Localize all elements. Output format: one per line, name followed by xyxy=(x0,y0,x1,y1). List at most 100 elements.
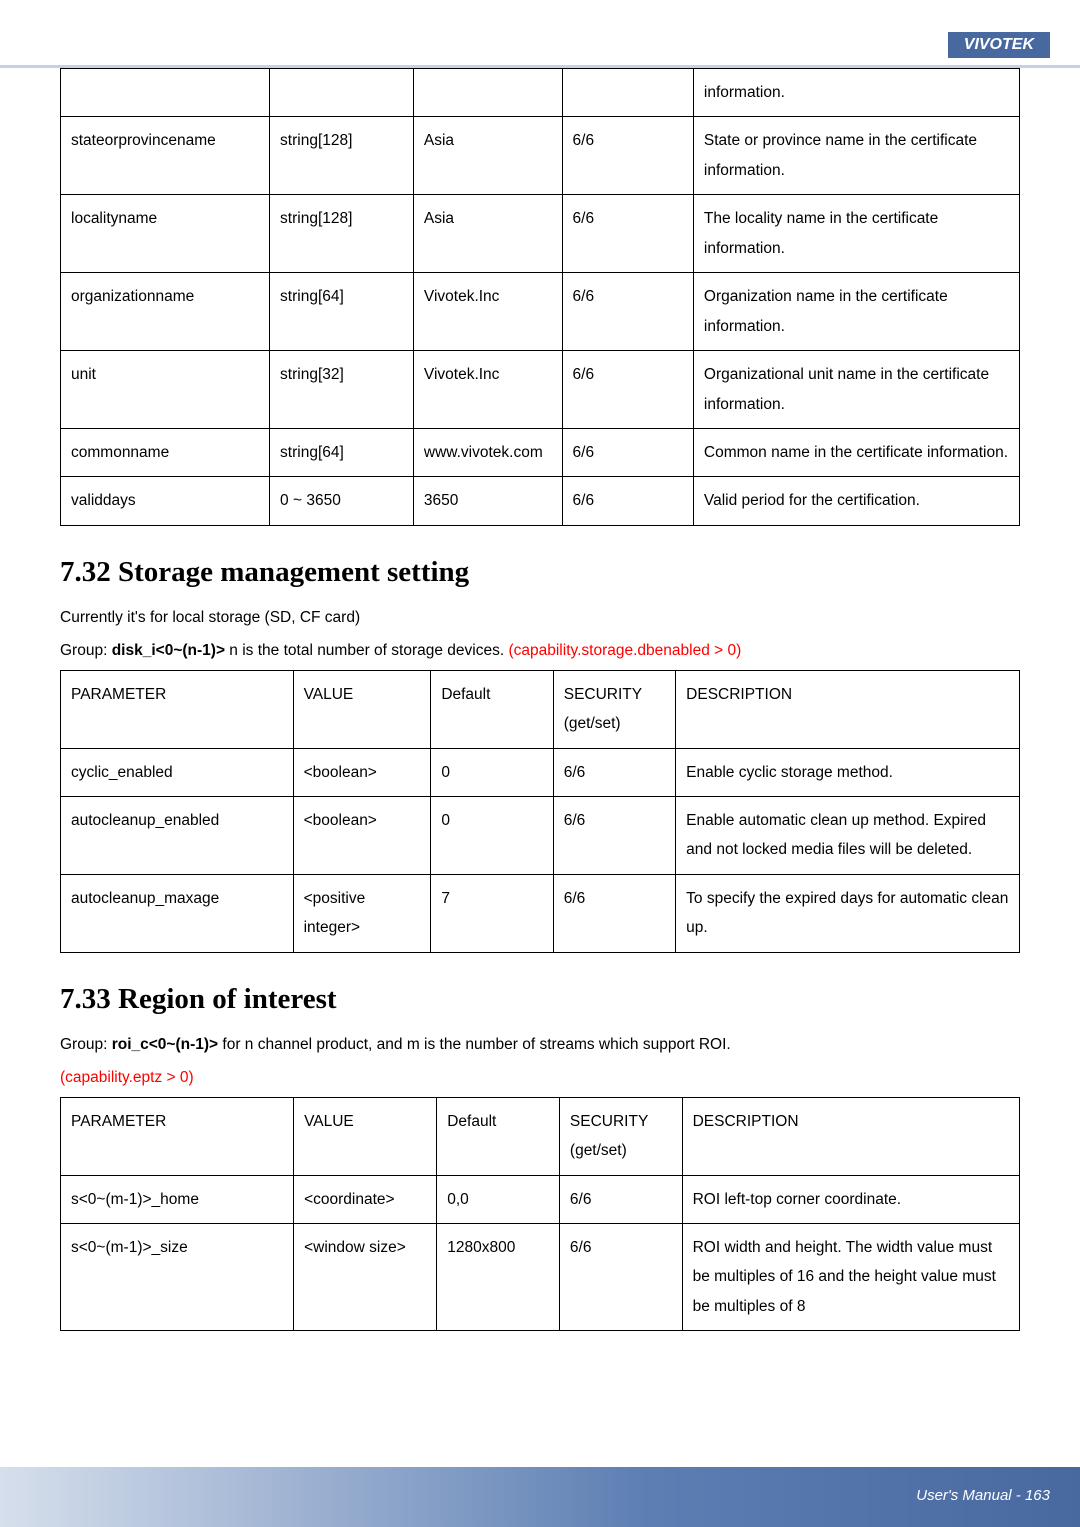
cell: Valid period for the certification. xyxy=(693,477,1019,525)
params-table-cert: information. stateorprovincename string[… xyxy=(60,68,1020,526)
col-header: Default xyxy=(437,1097,560,1175)
cell: www.vivotek.com xyxy=(413,428,562,476)
table-head-row: PARAMETER VALUE Default SECURITY (get/se… xyxy=(61,670,1020,748)
cell: cyclic_enabled xyxy=(61,748,294,796)
cell: 6/6 xyxy=(562,273,693,351)
col-header: DESCRIPTION xyxy=(676,670,1020,748)
cell: 0 xyxy=(431,748,553,796)
cell: string[128] xyxy=(270,117,414,195)
cell: ROI width and height. The width value mu… xyxy=(682,1223,1019,1330)
table-row: validdays 0 ~ 3650 3650 6/6 Valid period… xyxy=(61,477,1020,525)
cell: 6/6 xyxy=(553,874,675,952)
cell: Common name in the certificate informati… xyxy=(693,428,1019,476)
params-table-storage: PARAMETER VALUE Default SECURITY (get/se… xyxy=(60,670,1020,953)
cell: 6/6 xyxy=(553,748,675,796)
col-header: VALUE xyxy=(293,670,431,748)
cell: Enable cyclic storage method. xyxy=(676,748,1020,796)
cell xyxy=(61,69,270,117)
brand-label: VIVOTEK xyxy=(948,32,1050,58)
cell: stateorprovincename xyxy=(61,117,270,195)
cell xyxy=(270,69,414,117)
table-head-row: PARAMETER VALUE Default SECURITY (get/se… xyxy=(61,1097,1020,1175)
cell: localityname xyxy=(61,195,270,273)
group-red: (capability.eptz > 0) xyxy=(60,1063,1020,1092)
cell: <window size> xyxy=(294,1223,437,1330)
cell: 6/6 xyxy=(559,1175,682,1223)
table-row: autocleanup_maxage <positive integer> 7 … xyxy=(61,874,1020,952)
group-prefix: Group: xyxy=(60,642,112,659)
cell: 6/6 xyxy=(562,428,693,476)
cell: s<0~(m-1)>_size xyxy=(61,1223,294,1330)
table-row: s<0~(m-1)>_size <window size> 1280x800 6… xyxy=(61,1223,1020,1330)
group-mid: for n channel product, and m is the numb… xyxy=(218,1036,731,1053)
cell: Enable automatic clean up method. Expire… xyxy=(676,797,1020,875)
footer-page-label: User's Manual - 163 xyxy=(916,1487,1050,1504)
table-row: commonname string[64] www.vivotek.com 6/… xyxy=(61,428,1020,476)
cell: 3650 xyxy=(413,477,562,525)
cell: 6/6 xyxy=(559,1223,682,1330)
cell: s<0~(m-1)>_home xyxy=(61,1175,294,1223)
cell: The locality name in the certificate inf… xyxy=(693,195,1019,273)
cell: Asia xyxy=(413,117,562,195)
cell: Asia xyxy=(413,195,562,273)
group-prefix: Group: xyxy=(60,1036,112,1053)
cell: validdays xyxy=(61,477,270,525)
table-row: unit string[32] Vivotek.Inc 6/6 Organiza… xyxy=(61,351,1020,429)
group-bold: roi_c<0~(n-1)> xyxy=(112,1036,218,1053)
cell: string[64] xyxy=(270,273,414,351)
cell: To specify the expired days for automati… xyxy=(676,874,1020,952)
footer-band: User's Manual - 163 xyxy=(0,1467,1080,1527)
cell xyxy=(413,69,562,117)
table-row: localityname string[128] Asia 6/6 The lo… xyxy=(61,195,1020,273)
cell: 1280x800 xyxy=(437,1223,560,1330)
cell: 6/6 xyxy=(562,195,693,273)
table-row: organizationname string[64] Vivotek.Inc … xyxy=(61,273,1020,351)
cell: Vivotek.Inc xyxy=(413,351,562,429)
header-band: VIVOTEK xyxy=(0,0,1080,68)
cell: unit xyxy=(61,351,270,429)
params-table-roi: PARAMETER VALUE Default SECURITY (get/se… xyxy=(60,1097,1020,1332)
cell: 6/6 xyxy=(553,797,675,875)
header-stripe xyxy=(0,65,1080,68)
cell: 6/6 xyxy=(562,117,693,195)
col-header: SECURITY (get/set) xyxy=(559,1097,682,1175)
col-header: PARAMETER xyxy=(61,670,294,748)
group-bold: disk_i<0~(n-1)> xyxy=(112,642,225,659)
cell: 0 xyxy=(431,797,553,875)
cell: commonname xyxy=(61,428,270,476)
col-header: VALUE xyxy=(294,1097,437,1175)
cell: autocleanup_maxage xyxy=(61,874,294,952)
cell: 6/6 xyxy=(562,351,693,429)
cell: 6/6 xyxy=(562,477,693,525)
section-group: Group: roi_c<0~(n-1)> for n channel prod… xyxy=(60,1030,1020,1059)
group-mid: n is the total number of storage devices… xyxy=(225,642,508,659)
cell: State or province name in the certificat… xyxy=(693,117,1019,195)
cell: ROI left-top corner coordinate. xyxy=(682,1175,1019,1223)
col-header: PARAMETER xyxy=(61,1097,294,1175)
cell: <boolean> xyxy=(293,797,431,875)
cell: information. xyxy=(693,69,1019,117)
section-heading-733: 7.33 Region of interest xyxy=(60,983,1020,1016)
section-desc: Currently it's for local storage (SD, CF… xyxy=(60,603,1020,632)
group-red: (capability.storage.dbenabled > 0) xyxy=(508,642,741,659)
cell: <coordinate> xyxy=(294,1175,437,1223)
cell: <positive integer> xyxy=(293,874,431,952)
cell: Vivotek.Inc xyxy=(413,273,562,351)
cell: organizationname xyxy=(61,273,270,351)
col-header: SECURITY (get/set) xyxy=(553,670,675,748)
table-row: s<0~(m-1)>_home <coordinate> 0,0 6/6 ROI… xyxy=(61,1175,1020,1223)
cell: Organization name in the certificate inf… xyxy=(693,273,1019,351)
table-row: autocleanup_enabled <boolean> 0 6/6 Enab… xyxy=(61,797,1020,875)
cell: string[128] xyxy=(270,195,414,273)
cell: string[64] xyxy=(270,428,414,476)
table-row: information. xyxy=(61,69,1020,117)
col-header: Default xyxy=(431,670,553,748)
cell: Organizational unit name in the certific… xyxy=(693,351,1019,429)
table-row: stateorprovincename string[128] Asia 6/6… xyxy=(61,117,1020,195)
cell: 0 ~ 3650 xyxy=(270,477,414,525)
page-content: information. stateorprovincename string[… xyxy=(0,68,1080,1331)
table-row: cyclic_enabled <boolean> 0 6/6 Enable cy… xyxy=(61,748,1020,796)
cell: 7 xyxy=(431,874,553,952)
cell: <boolean> xyxy=(293,748,431,796)
section-heading-732: 7.32 Storage management setting xyxy=(60,556,1020,589)
